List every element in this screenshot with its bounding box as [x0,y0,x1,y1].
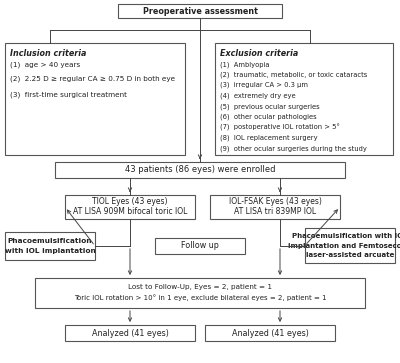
Text: Inclusion criteria: Inclusion criteria [10,49,86,58]
Text: (7)  postoperative IOL rotation > 5°: (7) postoperative IOL rotation > 5° [220,124,340,131]
Bar [155,238,245,254]
Bar [215,43,393,155]
Bar [305,228,395,263]
Text: TIOL Eyes (43 eyes): TIOL Eyes (43 eyes) [92,197,168,207]
Text: implantation and Femtosecond: implantation and Femtosecond [288,243,400,249]
Text: Analyzed (41 eyes): Analyzed (41 eyes) [92,329,168,338]
Text: Follow up: Follow up [181,241,219,250]
Text: (1)  Amblyopia: (1) Amblyopia [220,61,270,68]
Text: IOL-FSAK Eyes (43 eyes): IOL-FSAK Eyes (43 eyes) [228,197,322,207]
Text: laser-assisted arcuate: laser-assisted arcuate [306,252,394,258]
Text: (4)  extremely dry eye: (4) extremely dry eye [220,93,296,99]
Text: (8)  IOL replacement surgery: (8) IOL replacement surgery [220,135,318,141]
Text: Phacoemulsification: Phacoemulsification [8,238,92,244]
Text: Phacoemulsification with IOL: Phacoemulsification with IOL [292,233,400,239]
Bar [210,195,340,219]
Text: AT LISA tri 839MP IOL: AT LISA tri 839MP IOL [234,208,316,216]
Text: 43 patients (86 eyes) were enrolled: 43 patients (86 eyes) were enrolled [125,166,275,175]
Text: (5)  previous ocular surgeries: (5) previous ocular surgeries [220,103,320,110]
Text: Exclusion criteria: Exclusion criteria [220,49,298,58]
Bar [5,43,185,155]
Text: Preoperative assessment: Preoperative assessment [142,7,258,16]
Text: (2)  traumatic, metabolic, or toxic cataracts: (2) traumatic, metabolic, or toxic catar… [220,72,367,78]
Text: (3)  irregular CA > 0.3 μm: (3) irregular CA > 0.3 μm [220,82,308,89]
Text: (2)  2.25 D ≥ regular CA ≥ 0.75 D in both eye: (2) 2.25 D ≥ regular CA ≥ 0.75 D in both… [10,76,175,82]
Text: (9)  other ocular surgeries during the study: (9) other ocular surgeries during the st… [220,145,367,151]
Text: Toric IOL rotation > 10° in 1 eye, exclude bilateral eyes = 2, patient = 1: Toric IOL rotation > 10° in 1 eye, exclu… [74,295,326,301]
Text: (1)  age > 40 years: (1) age > 40 years [10,61,80,68]
Bar [65,195,195,219]
Text: AT LISA 909M bifocal toric IOL: AT LISA 909M bifocal toric IOL [73,208,187,216]
Bar [65,325,195,341]
Text: with IOL implantation: with IOL implantation [5,248,95,254]
Bar [118,4,282,18]
Text: Lost to Follow-Up, Eyes = 2, patient = 1: Lost to Follow-Up, Eyes = 2, patient = 1 [128,284,272,290]
Bar [55,162,345,178]
Text: (6)  other ocular pathologies: (6) other ocular pathologies [220,114,317,120]
Bar [35,278,365,308]
Bar [205,325,335,341]
Text: (3)  first-time surgical treatment: (3) first-time surgical treatment [10,91,127,98]
Text: Analyzed (41 eyes): Analyzed (41 eyes) [232,329,308,338]
Bar [5,232,95,260]
